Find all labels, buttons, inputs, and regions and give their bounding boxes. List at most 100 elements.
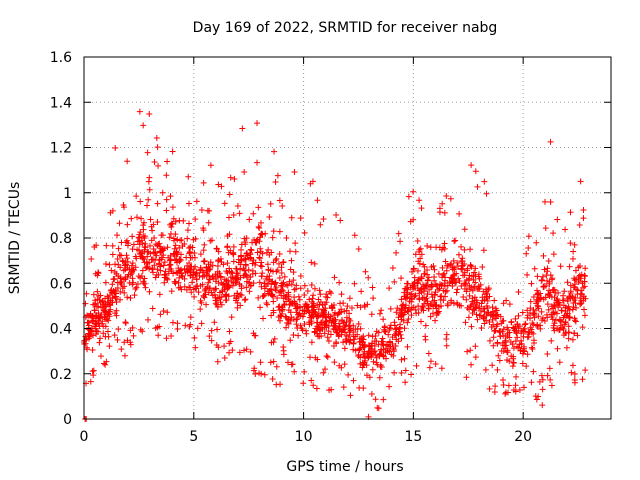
data-point	[144, 202, 151, 209]
data-point	[429, 310, 436, 317]
data-point	[525, 331, 532, 338]
data-point	[347, 337, 354, 344]
data-point	[407, 291, 414, 298]
data-point	[549, 275, 556, 282]
data-point	[204, 207, 211, 214]
data-point	[94, 296, 101, 303]
data-point	[281, 273, 288, 280]
data-point	[352, 347, 359, 354]
data-point	[439, 264, 446, 271]
data-point	[312, 325, 319, 332]
data-point	[221, 355, 228, 362]
data-point	[121, 289, 128, 296]
data-point	[567, 282, 574, 289]
data-point	[535, 313, 542, 320]
data-point	[263, 283, 270, 290]
data-point	[560, 326, 567, 333]
data-point	[398, 356, 405, 363]
data-point	[156, 291, 163, 298]
data-point	[529, 320, 536, 327]
data-point	[493, 307, 500, 314]
data-point	[582, 265, 589, 272]
data-point	[346, 310, 353, 317]
data-point	[472, 168, 479, 175]
data-point	[413, 362, 420, 369]
data-point	[187, 284, 194, 291]
data-point	[530, 294, 537, 301]
data-point	[122, 239, 129, 246]
data-point	[182, 322, 189, 329]
data-point	[563, 344, 570, 351]
data-point	[252, 371, 259, 378]
data-point	[328, 290, 335, 297]
data-point	[386, 383, 393, 390]
data-point	[369, 284, 376, 291]
data-point	[577, 290, 584, 297]
data-point	[114, 336, 121, 343]
data-point	[560, 314, 567, 321]
data-point	[141, 280, 148, 287]
data-point	[328, 319, 335, 326]
data-point	[421, 270, 428, 277]
data-point	[186, 250, 193, 257]
data-point	[542, 282, 549, 289]
data-point	[202, 291, 209, 298]
data-point	[517, 347, 524, 354]
data-point	[468, 162, 475, 169]
data-point	[443, 193, 450, 200]
data-point	[544, 268, 551, 275]
data-point	[168, 288, 175, 295]
data-point	[310, 382, 317, 389]
data-point	[205, 279, 212, 286]
data-point	[258, 263, 265, 270]
data-point	[565, 335, 572, 342]
data-point	[492, 383, 499, 390]
data-point	[146, 111, 153, 118]
data-point	[489, 316, 496, 323]
data-point	[230, 243, 237, 250]
data-point	[417, 245, 424, 252]
data-point	[186, 248, 193, 255]
data-point	[230, 258, 237, 265]
data-point	[309, 295, 316, 302]
data-point	[257, 359, 264, 366]
y-tick-label: 1	[63, 186, 72, 202]
data-point	[216, 294, 223, 301]
data-point	[96, 339, 103, 346]
data-point	[308, 259, 315, 266]
data-point	[292, 300, 299, 307]
data-point	[572, 300, 579, 307]
data-point	[109, 242, 116, 249]
data-point	[129, 233, 136, 240]
y-tick-label: 1.4	[50, 95, 72, 111]
data-point	[485, 309, 492, 316]
data-point	[130, 332, 137, 339]
data-point	[128, 270, 135, 277]
data-point	[380, 396, 387, 403]
data-point	[368, 391, 375, 398]
data-point	[159, 247, 166, 254]
data-point	[308, 318, 315, 325]
data-point	[271, 335, 278, 342]
data-point	[297, 322, 304, 329]
data-point	[234, 290, 241, 297]
data-point	[242, 241, 249, 248]
data-point	[177, 267, 184, 274]
data-point	[551, 320, 558, 327]
data-point	[208, 337, 215, 344]
data-point	[361, 303, 368, 310]
data-point	[480, 247, 487, 254]
data-point	[301, 229, 308, 236]
data-point	[265, 246, 272, 253]
data-point	[493, 323, 500, 330]
data-point	[164, 309, 171, 316]
data-point	[172, 231, 179, 238]
data-point	[416, 197, 423, 204]
data-point	[391, 322, 398, 329]
data-point	[564, 279, 571, 286]
data-point	[126, 279, 133, 286]
data-point	[117, 288, 124, 295]
data-point	[274, 267, 281, 274]
data-point	[435, 270, 442, 277]
data-point	[86, 331, 93, 338]
